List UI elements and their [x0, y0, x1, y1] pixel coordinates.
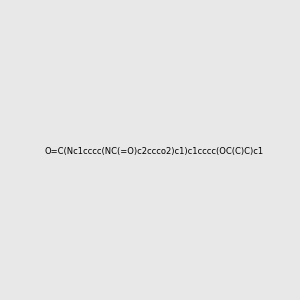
Text: O=C(Nc1cccc(NC(=O)c2ccco2)c1)c1cccc(OC(C)C)c1: O=C(Nc1cccc(NC(=O)c2ccco2)c1)c1cccc(OC(C… [44, 147, 263, 156]
